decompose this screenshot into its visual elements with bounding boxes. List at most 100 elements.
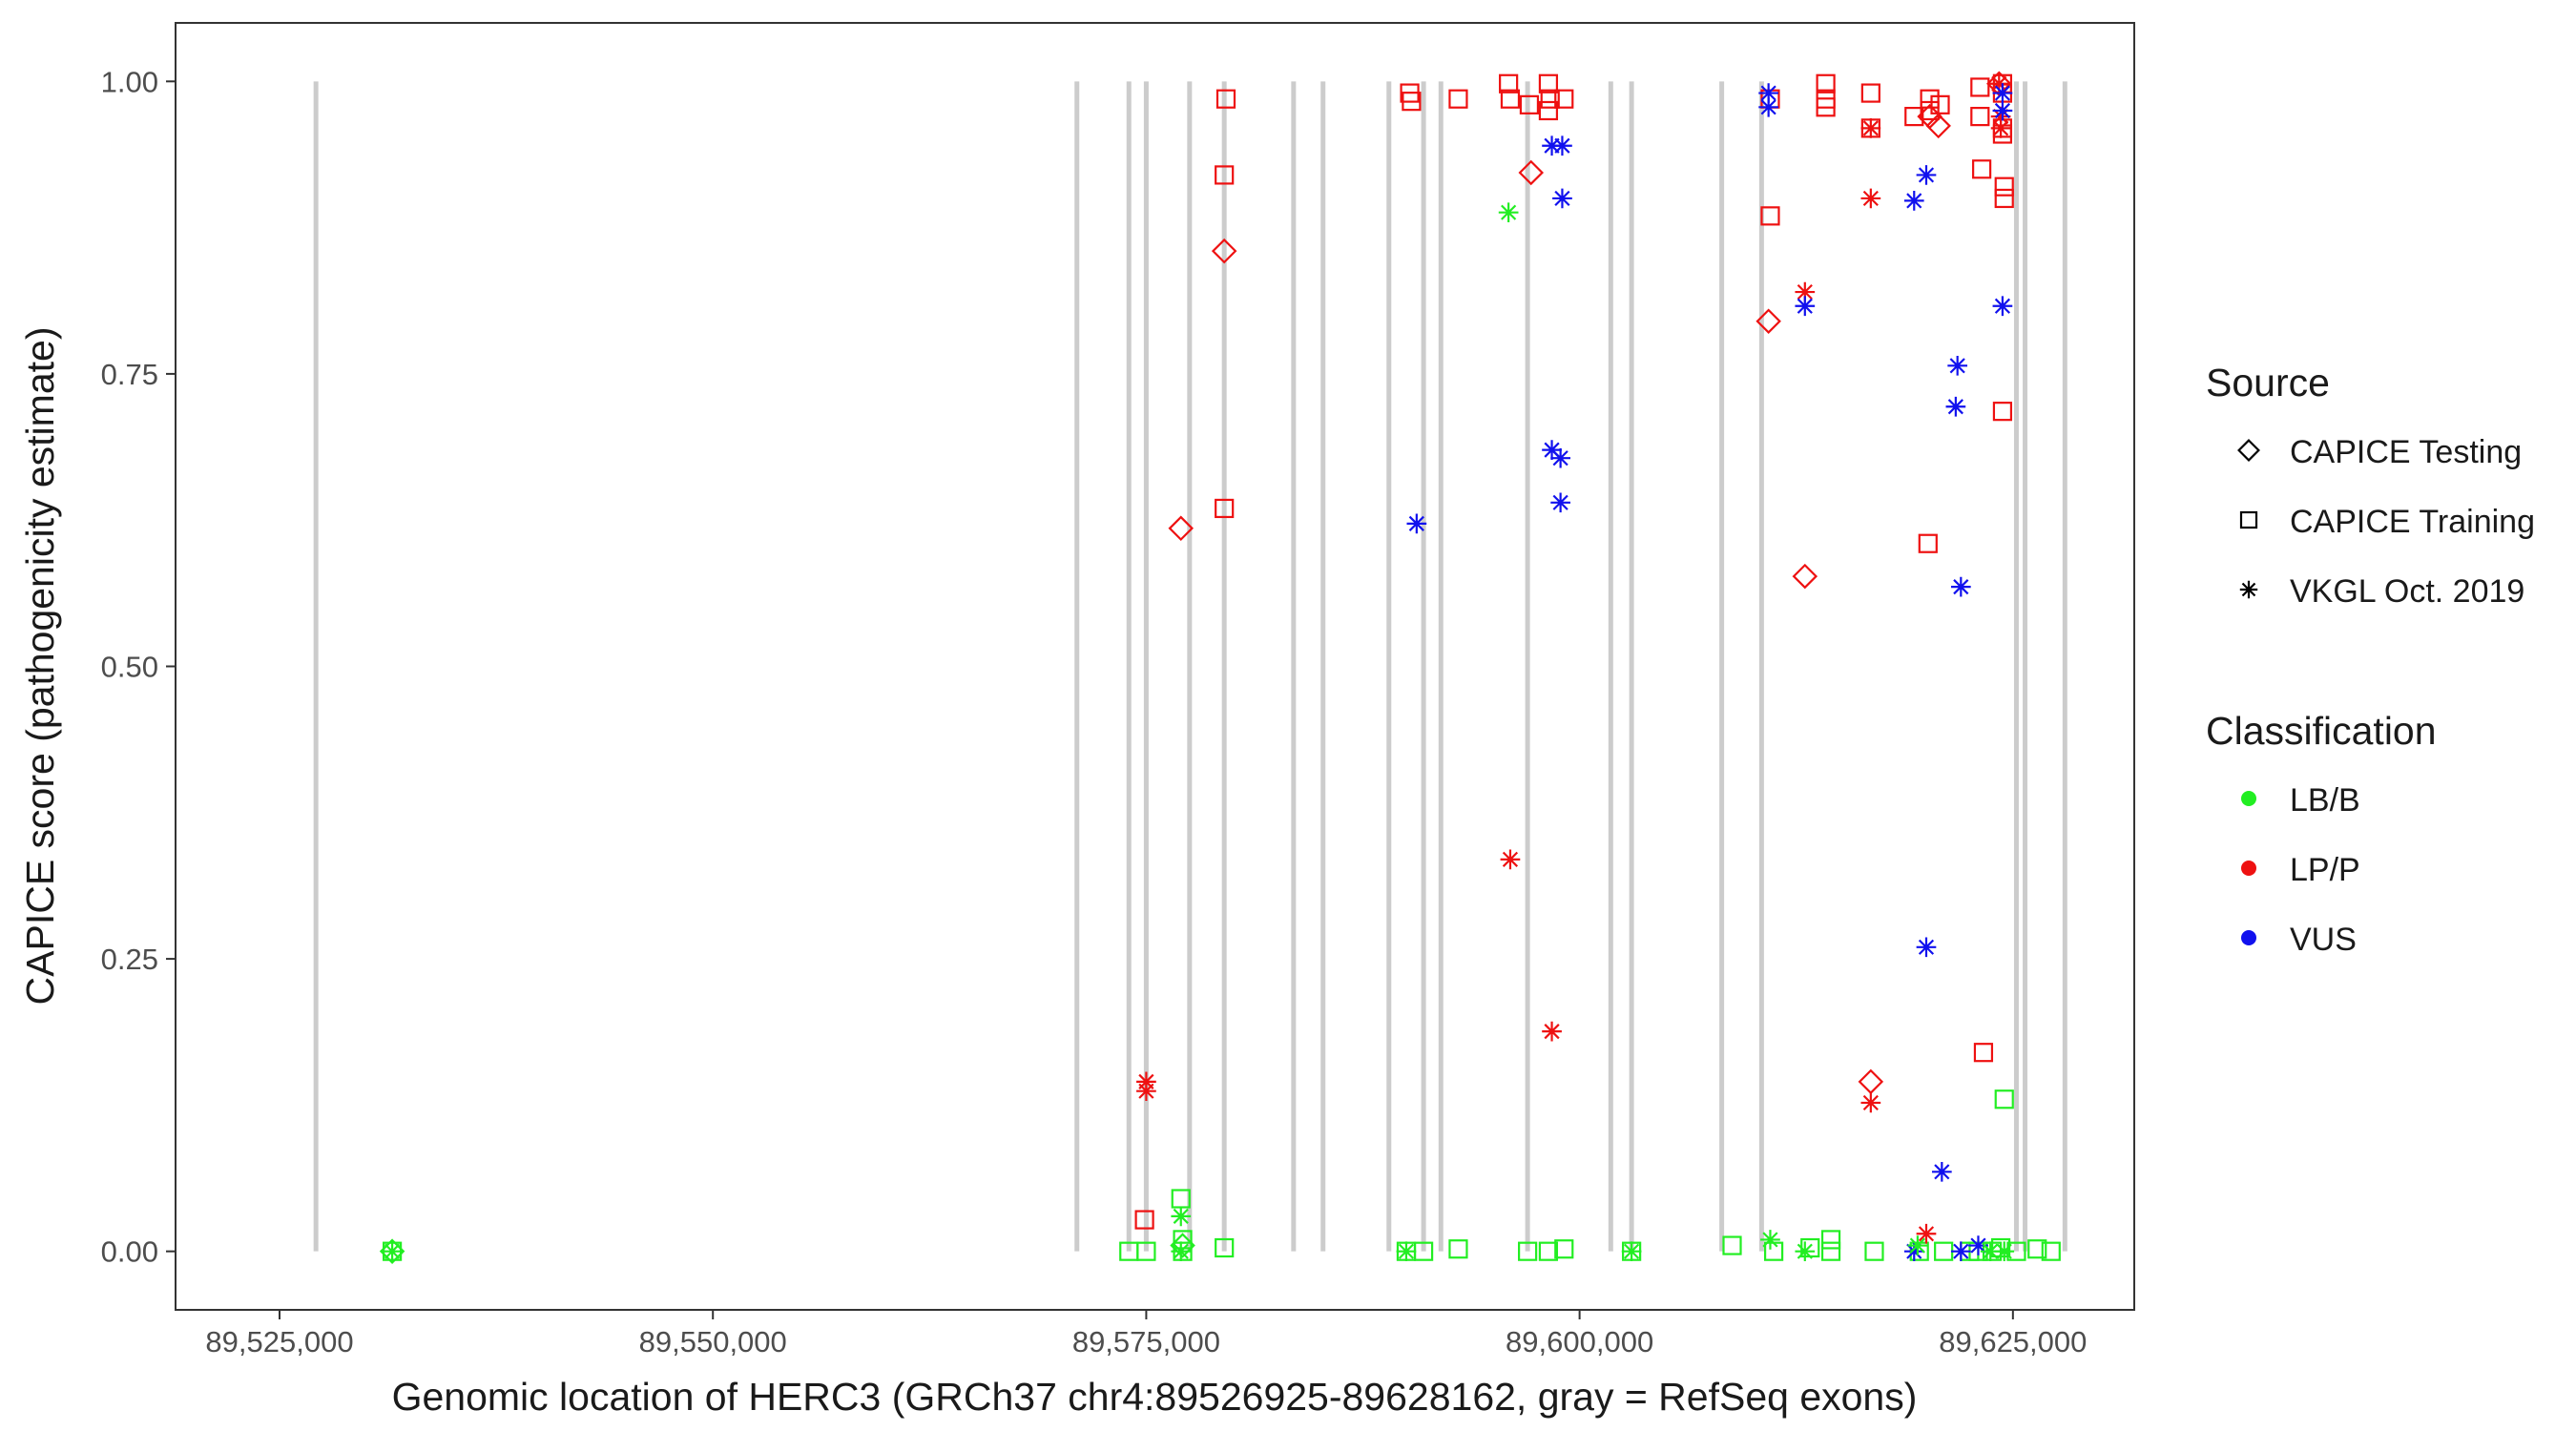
data-point [1970, 107, 1990, 127]
plot-panel-border [175, 22, 2135, 1311]
data-point [1448, 89, 1468, 109]
data-point [1550, 447, 1570, 468]
legend-label: VKGL Oct. 2019 [2290, 573, 2524, 610]
data-point [1170, 1233, 1195, 1258]
data-point [382, 1241, 403, 1262]
data-point [1820, 1230, 1841, 1250]
legend-label: VUS [2290, 922, 2357, 958]
data-point [1916, 1223, 1937, 1244]
data-point [1986, 71, 2012, 97]
legend-key-asterisk [2239, 580, 2258, 599]
axes: 89,525,000 89,550,000 89,575,000 89,600,000… [101, 65, 2088, 1358]
x-axis-title: Genomic location of HERC3 (GRCh37 chr4:8… [392, 1375, 1918, 1419]
data-point [1947, 355, 1968, 376]
data-point [1920, 89, 1940, 109]
data-points [379, 71, 2061, 1264]
data-point [1498, 202, 1519, 223]
data-point [1795, 296, 1816, 317]
data-point [1542, 135, 1562, 156]
legend-key-dot [2241, 791, 2256, 806]
x-tick-label: 89,575,000 [1072, 1325, 1220, 1358]
x-tick-label: 89,550,000 [639, 1325, 787, 1358]
data-point [1722, 1235, 1742, 1255]
x-tick-label: 89,600,000 [1506, 1325, 1653, 1358]
data-point [1552, 188, 1572, 209]
legend-title-source: Source [2206, 361, 2330, 404]
data-point [1448, 1239, 1468, 1259]
data-point [1992, 402, 2013, 422]
data-point [1945, 396, 1966, 417]
data-point [1760, 1230, 1780, 1250]
legend-key-square [2239, 510, 2258, 529]
data-point [1171, 1241, 1192, 1262]
data-point [1542, 440, 1562, 460]
data-point [1988, 73, 2009, 94]
y-tick-label: 0.50 [101, 651, 158, 684]
data-point [1925, 113, 1951, 139]
legend: Source Classification CAPICE Testing CAPI… [2206, 361, 2535, 958]
data-point [1518, 1241, 1538, 1261]
data-point [1792, 563, 1818, 590]
legend-key-diamond [2237, 439, 2260, 462]
data-point [1795, 1241, 1816, 1262]
data-point [1992, 100, 2013, 121]
data-point [1500, 89, 1521, 109]
data-point [1171, 1189, 1191, 1209]
data-point [1499, 73, 1519, 93]
data-point [1519, 94, 1540, 114]
data-point [1621, 1241, 1642, 1262]
data-point [1950, 1241, 1971, 1262]
legend-key-dot [2241, 861, 2256, 876]
data-point [1992, 296, 2013, 317]
data-point [1994, 188, 2014, 209]
data-point [1990, 118, 2011, 138]
legend-label: LP/P [2290, 852, 2360, 888]
data-point [1554, 89, 1574, 109]
data-point [1136, 1241, 1156, 1261]
data-point [1864, 1241, 1884, 1261]
data-point [1215, 498, 1235, 519]
x-tick-label: 89,625,000 [1939, 1325, 2087, 1358]
data-point [1820, 1241, 1841, 1261]
data-point [379, 1238, 405, 1264]
data-point [1758, 83, 1778, 103]
data-point [1930, 94, 1950, 114]
data-point [1755, 308, 1781, 334]
data-point [1758, 96, 1778, 117]
data-point [1916, 937, 1937, 958]
data-point [1550, 492, 1570, 513]
data-point [1406, 513, 1427, 534]
data-point [1972, 159, 1992, 179]
legend-label: LB/B [2290, 782, 2360, 819]
data-point [1542, 1021, 1562, 1042]
data-point [1931, 1161, 1952, 1182]
data-point [1992, 83, 2013, 103]
data-point [1538, 100, 1559, 121]
data-point [1554, 1239, 1574, 1259]
x-tick-label: 89,525,000 [205, 1325, 353, 1358]
data-point [1920, 100, 1940, 121]
data-point [1795, 281, 1816, 302]
data-point [1991, 1237, 2011, 1258]
data-point [1538, 1241, 1559, 1261]
data-point [1764, 1241, 1784, 1261]
data-point [1970, 77, 1990, 97]
data-point [1994, 176, 2014, 197]
data-point [1860, 83, 1880, 103]
data-point [1402, 92, 1422, 112]
data-point [1904, 107, 1924, 127]
legend-key-dot [2241, 930, 2256, 945]
data-point [1396, 1241, 1417, 1262]
data-point [1760, 206, 1780, 226]
y-tick-label: 0.00 [101, 1235, 158, 1269]
data-point [1990, 106, 2011, 127]
data-point [1968, 1235, 1988, 1255]
data-point [1816, 73, 1836, 93]
legend-title-classification: Classification [2206, 709, 2437, 753]
data-point [1134, 1210, 1154, 1230]
data-point [1858, 1068, 1884, 1095]
data-point [1918, 533, 1938, 553]
data-point [1215, 1237, 1235, 1258]
data-point [1860, 1092, 1881, 1113]
data-point [1860, 118, 1881, 138]
